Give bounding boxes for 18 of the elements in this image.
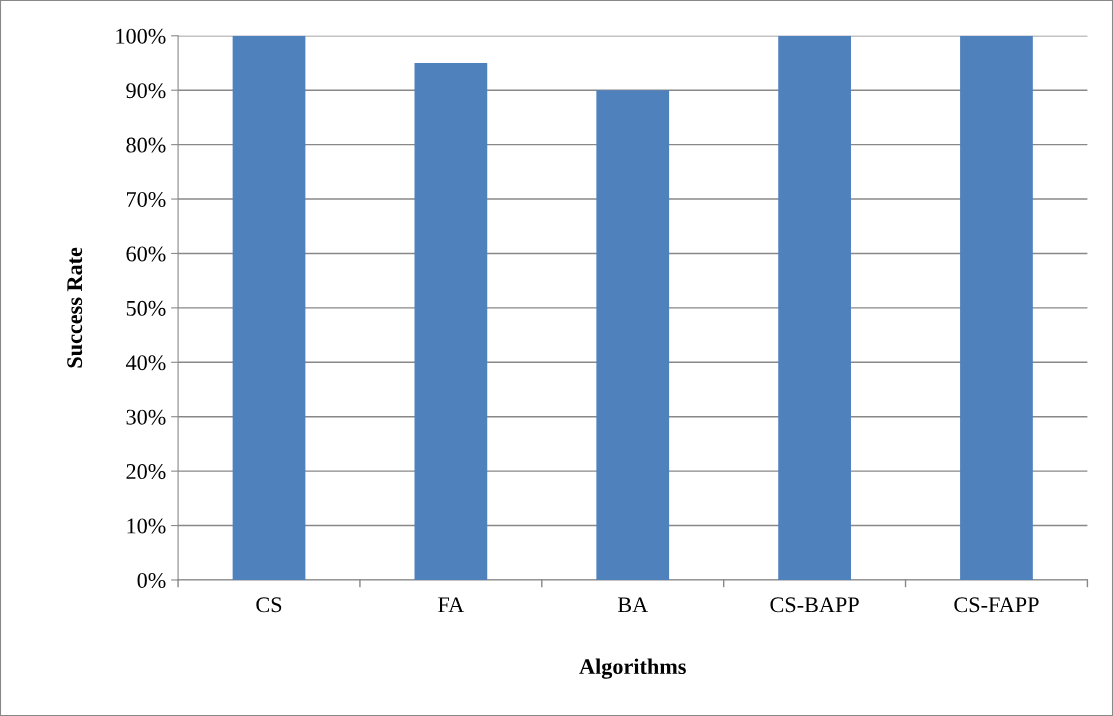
y-tick-label: 90% [126, 83, 166, 99]
y-tick-label: 60% [126, 246, 166, 262]
y-axis-title: Success Rate [67, 247, 83, 368]
y-tick-label: 0% [137, 572, 166, 588]
x-tick-label: CS-FAPP [954, 597, 1039, 613]
x-axis-title: Algorithms [579, 658, 686, 679]
y-tick-label: 50% [126, 300, 166, 316]
y-tick-label: 10% [127, 518, 166, 534]
y-tick-label: 40% [125, 355, 166, 371]
x-tick-label: FA [438, 597, 465, 613]
y-tick-label: 100% [116, 28, 166, 44]
y-tick-label: 70% [127, 191, 166, 208]
x-tick-label: BA [617, 597, 649, 613]
y-tick-label: 20% [126, 464, 166, 480]
x-tick-label: CS [256, 597, 282, 613]
x-tick-label: CS-BAPP [770, 597, 859, 613]
y-tick-label: 80% [126, 137, 166, 153]
y-tick-label: 30% [126, 409, 166, 425]
